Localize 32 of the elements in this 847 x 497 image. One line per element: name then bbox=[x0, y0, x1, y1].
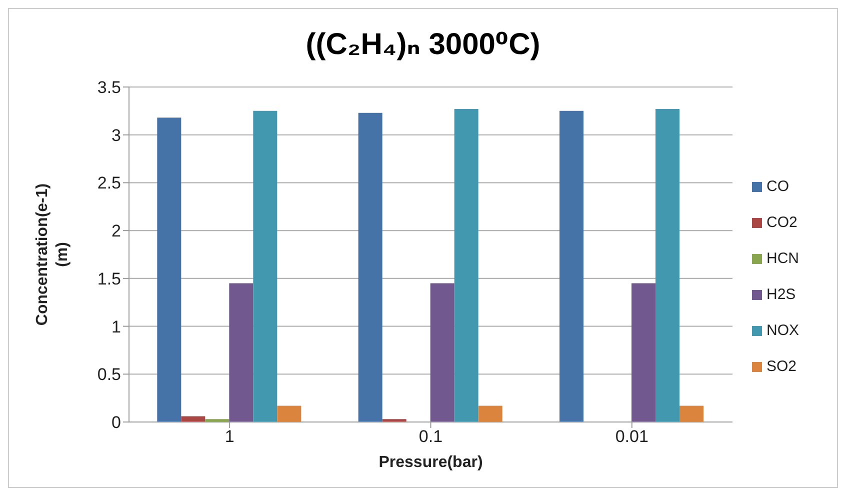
x-axis-title: Pressure(bar) bbox=[378, 454, 483, 471]
y-tick-label: 1 bbox=[112, 317, 121, 336]
legend-label: SO2 bbox=[766, 358, 796, 375]
legend-label: HCN bbox=[766, 250, 799, 267]
bar bbox=[229, 283, 254, 422]
y-tick-label: 3.5 bbox=[97, 78, 121, 98]
bar bbox=[277, 406, 302, 422]
bar bbox=[157, 118, 182, 422]
x-tick-label: 0.1 bbox=[418, 427, 443, 446]
y-axis-title: Concentration(e-1) (m) bbox=[34, 183, 71, 326]
legend-label: CO2 bbox=[766, 214, 798, 231]
bar bbox=[358, 112, 382, 422]
bar bbox=[655, 109, 680, 422]
y-tick-label: 1.5 bbox=[97, 269, 121, 288]
y-tick-label: 2 bbox=[112, 222, 121, 241]
legend-label: NOX bbox=[766, 322, 799, 339]
legend-label: CO bbox=[766, 178, 789, 195]
bar bbox=[631, 283, 656, 422]
legend-label: H2S bbox=[766, 286, 796, 303]
bar bbox=[559, 110, 584, 422]
y-tick-label: 0 bbox=[112, 413, 121, 432]
bar bbox=[679, 406, 704, 422]
chart-title: ((C₂H₄)ₙ 3000⁰C) bbox=[304, 27, 542, 63]
y-tick-label: 0.5 bbox=[97, 365, 121, 384]
bar bbox=[430, 283, 454, 422]
bar bbox=[478, 406, 502, 422]
y-tick-label: 3 bbox=[112, 126, 121, 145]
bar bbox=[454, 109, 478, 422]
x-tick-label: 1 bbox=[224, 427, 234, 446]
x-tick-label: 0.01 bbox=[615, 427, 648, 446]
y-tick-label: 2.5 bbox=[97, 174, 121, 193]
bar bbox=[253, 110, 278, 422]
